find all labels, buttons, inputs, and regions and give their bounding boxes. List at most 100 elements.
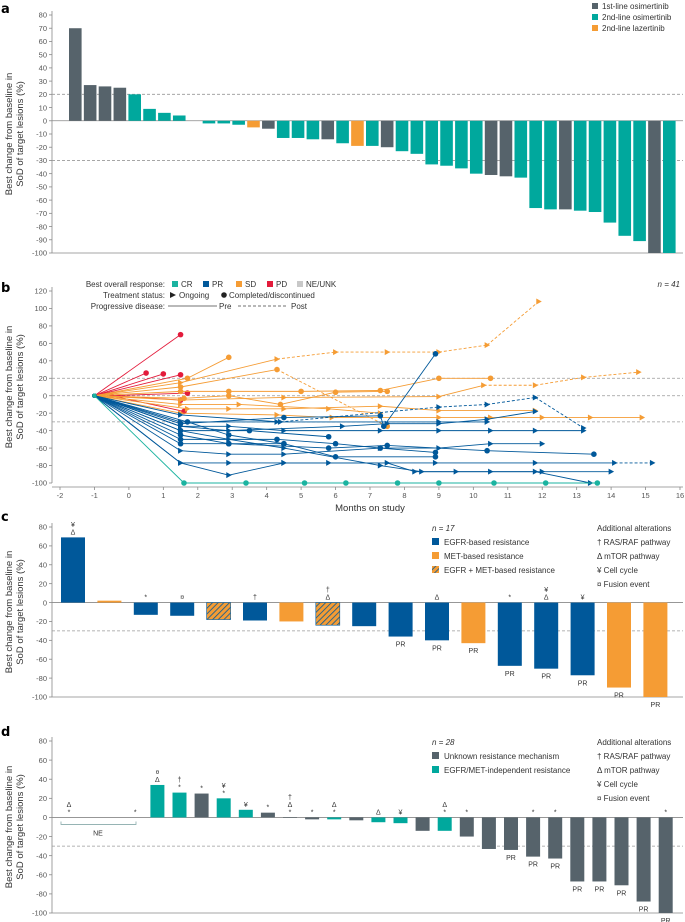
x-tick-label: 3 <box>230 491 234 500</box>
legend-swatch <box>236 281 242 287</box>
bar <box>455 120 468 169</box>
alteration-marker: * <box>508 595 511 602</box>
trajectory-segment <box>535 471 591 484</box>
y-tick-label: -40 <box>36 851 47 860</box>
legend-label: NE/UNK <box>306 280 337 289</box>
ongoing-marker <box>608 468 615 475</box>
bar <box>238 809 253 818</box>
completed-marker <box>301 480 308 486</box>
bar <box>243 602 267 621</box>
legend-label: Post <box>291 302 308 311</box>
ongoing-marker <box>419 468 425 475</box>
bar <box>172 115 186 121</box>
x-tick-label: 9 <box>437 491 441 500</box>
trajectory-segment <box>94 395 181 405</box>
legend-title: Best overall response: <box>86 280 165 289</box>
y-tick-label: 80 <box>39 523 47 532</box>
trajectory-segment <box>276 351 336 360</box>
response-label: PR <box>595 886 605 893</box>
trajectory-segment <box>228 395 281 405</box>
y-tick-label: -100 <box>32 909 47 918</box>
legend-label: SD <box>245 280 256 289</box>
trajectory-segment <box>283 443 336 458</box>
bar <box>603 120 617 223</box>
completed-marker <box>377 387 384 394</box>
alteration-marker: * <box>222 790 225 797</box>
completed-marker <box>143 370 149 376</box>
bar <box>607 602 631 688</box>
completed-marker <box>542 480 549 486</box>
bar <box>534 602 559 669</box>
bar <box>336 120 349 144</box>
trajectory-segment <box>180 412 278 416</box>
alteration-marker: ¥ <box>544 587 548 594</box>
trajectory-sd <box>92 393 646 421</box>
trajectory-segment <box>180 397 284 401</box>
bar <box>315 602 341 626</box>
trajectory-segment <box>94 395 181 440</box>
bar <box>570 602 595 676</box>
ongoing-marker <box>333 349 339 356</box>
response-label: PR <box>528 862 538 869</box>
legend-label: 2nd-line lazertinib <box>602 24 665 33</box>
bar <box>514 120 528 178</box>
completed-marker <box>177 432 184 438</box>
bar <box>321 120 335 140</box>
completed-marker <box>177 384 184 390</box>
y-tick-label: 80 <box>39 737 47 746</box>
legend-label: Pre <box>219 302 232 311</box>
bar <box>658 817 673 913</box>
ongoing-marker <box>539 468 546 475</box>
response-label: PR <box>469 648 479 655</box>
trajectory-segment <box>487 410 536 420</box>
legend-title: Treatment status: <box>103 291 165 300</box>
x-tick-label: 11 <box>504 491 512 500</box>
x-tick-label: 2 <box>196 491 200 500</box>
completed-marker <box>184 375 191 382</box>
ongoing-marker <box>178 427 184 434</box>
y-tick-label: -80 <box>36 890 47 899</box>
trajectory-segment <box>94 372 147 397</box>
bar <box>469 120 483 174</box>
bar <box>371 817 386 823</box>
alteration-marker: * <box>200 786 203 793</box>
ongoing-marker <box>178 459 184 466</box>
x-tick-label: 8 <box>402 491 406 500</box>
completed-marker <box>332 454 339 460</box>
trajectory-segment <box>94 395 188 423</box>
legend-swatch <box>592 25 598 31</box>
ongoing-marker <box>226 436 232 443</box>
y-axis-label: Best change from baseline in <box>4 326 15 449</box>
trajectory-segment <box>249 430 329 438</box>
x-tick-label: 16 <box>676 491 684 500</box>
n-label: n = 41 <box>658 280 680 289</box>
trajectory-segment <box>380 405 439 412</box>
trajectory-segment <box>228 425 284 432</box>
y-tick-label: 0 <box>43 391 47 400</box>
trajectory-segment <box>335 443 381 449</box>
x-tick-label: 0 <box>127 491 131 500</box>
trajectory-segment <box>94 395 185 484</box>
completed-marker <box>591 451 597 458</box>
alteration-marker: ¥ <box>71 522 75 529</box>
completed-marker <box>384 388 391 395</box>
ongoing-marker <box>377 462 384 469</box>
ongoing-marker <box>178 401 184 408</box>
y-tick-label: -80 <box>36 674 47 683</box>
ongoing-marker <box>612 459 618 466</box>
x-tick-label: -2 <box>57 491 64 500</box>
alterations-legend-item: ¤ Fusion event <box>597 580 650 589</box>
alteration-marker: * <box>443 809 446 816</box>
x-tick-label: 7 <box>368 491 372 500</box>
trajectory-segment <box>583 371 639 378</box>
completed-marker <box>177 388 184 395</box>
completed-marker <box>325 445 332 451</box>
legend-label: Ongoing <box>179 291 209 300</box>
bar <box>69 28 82 121</box>
trajectory-segment <box>187 356 229 379</box>
ongoing-marker <box>649 459 656 466</box>
panel-a-chart: 80 70 60 50 40 30 20 10 0 -10 -20 -30 -40 -50 -60 -70 -8… <box>4 2 683 258</box>
bar <box>636 817 651 902</box>
x-tick-label: 13 <box>572 491 580 500</box>
bar <box>618 120 632 236</box>
